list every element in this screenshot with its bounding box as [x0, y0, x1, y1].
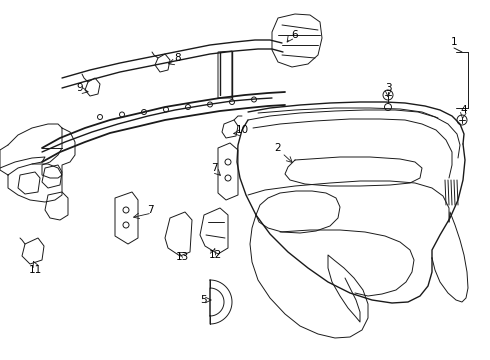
- Text: 7: 7: [147, 205, 153, 215]
- Text: 1: 1: [451, 37, 457, 47]
- Text: 2: 2: [275, 143, 281, 153]
- Text: 5: 5: [200, 295, 206, 305]
- Text: 6: 6: [292, 30, 298, 40]
- Polygon shape: [210, 280, 232, 324]
- Text: 9: 9: [77, 83, 83, 93]
- Text: 13: 13: [175, 252, 189, 262]
- Text: 12: 12: [208, 250, 221, 260]
- Text: 3: 3: [385, 83, 392, 93]
- Text: 7: 7: [211, 163, 217, 173]
- Text: 11: 11: [28, 265, 42, 275]
- Text: 8: 8: [175, 53, 181, 63]
- Text: 4: 4: [461, 105, 467, 115]
- Text: 10: 10: [235, 125, 248, 135]
